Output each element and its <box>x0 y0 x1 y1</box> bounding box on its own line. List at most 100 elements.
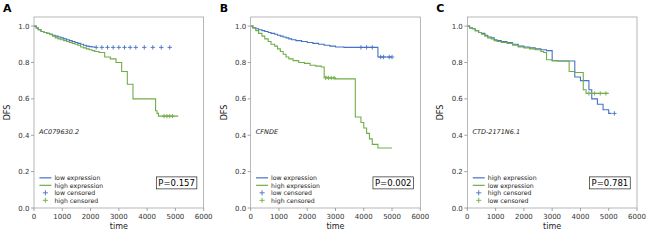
legend-label: low censored <box>271 189 312 196</box>
x-tick-label: 6000 <box>411 213 429 221</box>
y-tick-label: 0.8 <box>452 59 463 67</box>
legend-symbol <box>39 177 51 178</box>
x-tick-label: 4000 <box>572 213 590 221</box>
p-value-frame <box>590 177 631 189</box>
p-value: P=0.781 <box>592 178 629 188</box>
x-tick-label: 1000 <box>53 213 71 221</box>
censor-mark <box>390 55 394 59</box>
censor-mark <box>168 45 172 49</box>
p-value: P=0.157 <box>158 178 195 188</box>
panel-label: A <box>3 2 12 15</box>
censor-mark <box>612 111 616 115</box>
x-tick <box>363 208 364 211</box>
y-tick-label: 0.6 <box>452 95 464 103</box>
censor-mark <box>587 91 591 95</box>
x-tick <box>34 208 35 211</box>
x-tick <box>495 208 496 211</box>
legend-symbol <box>259 190 264 195</box>
censor-mark <box>151 45 155 49</box>
panel: 01000200030004000500060000.00.20.40.60.8… <box>436 2 646 231</box>
censor-mark <box>94 45 98 49</box>
censor-mark <box>381 55 385 59</box>
x-tick-label: 5000 <box>600 213 618 221</box>
x-tick <box>420 208 421 211</box>
y-tick-label: 0.2 <box>452 168 463 176</box>
censor-mark <box>105 45 109 49</box>
legend-symbol <box>473 177 485 178</box>
legend-symbol <box>473 185 485 186</box>
legend-symbol <box>476 190 481 195</box>
censor-mark <box>359 45 363 49</box>
y-tick-label: 0.6 <box>235 95 247 103</box>
plot-area <box>251 17 421 208</box>
legend-symbol <box>256 177 268 178</box>
x-tick <box>278 208 279 211</box>
x-tick-label: 5000 <box>166 213 184 221</box>
x-axis-label: time <box>326 222 344 231</box>
censor-mark <box>128 45 132 49</box>
y-tick-label: 0.4 <box>235 132 247 140</box>
gene-name: AC079630.2 <box>38 128 79 136</box>
y-tick-label: 0.8 <box>18 59 29 67</box>
legend-label: high censored <box>54 197 98 205</box>
x-tick-label: 3000 <box>543 213 561 221</box>
censor-mark <box>142 45 146 49</box>
y-tick-label: 1.0 <box>235 23 246 31</box>
censor-mark <box>592 91 596 95</box>
x-tick-label: 2000 <box>82 213 100 221</box>
panel: 01000200030004000500060000.00.20.40.60.8… <box>3 2 213 231</box>
plot-area <box>467 17 637 208</box>
censor-mark <box>159 45 163 49</box>
x-tick <box>552 208 553 211</box>
x-tick <box>608 208 609 211</box>
censor-mark <box>604 91 608 95</box>
legend-symbol <box>476 198 481 203</box>
p-value-frame <box>373 177 414 189</box>
x-tick <box>467 208 468 211</box>
legend: low expressionhigh expressionlow censore… <box>39 174 103 205</box>
data-layer <box>34 26 178 118</box>
y-tick <box>31 171 34 172</box>
x-tick-label: 6000 <box>628 213 646 221</box>
censor-mark <box>117 45 121 49</box>
x-tick-label: 2000 <box>515 213 533 221</box>
y-tick <box>464 98 467 99</box>
y-tick-label: 0.0 <box>18 205 29 213</box>
survival-curve <box>34 26 178 116</box>
p-value: P=0.002 <box>375 178 412 188</box>
y-tick-label: 1.0 <box>452 23 463 31</box>
legend-symbol <box>259 198 264 203</box>
x-tick <box>62 208 63 211</box>
survival-curve <box>34 26 95 47</box>
data-layer <box>251 26 395 148</box>
x-tick-label: 6000 <box>195 213 213 221</box>
censor-mark <box>134 45 138 49</box>
y-tick <box>464 62 467 63</box>
figure: 01000200030004000500060000.00.20.40.60.8… <box>0 0 650 233</box>
x-tick-label: 5000 <box>383 213 401 221</box>
x-tick-label: 4000 <box>355 213 373 221</box>
p-value-box: P=0.157 <box>156 177 197 189</box>
censor-mark <box>122 45 126 49</box>
y-tick <box>248 135 251 136</box>
y-tick <box>248 26 251 27</box>
x-tick <box>147 208 148 211</box>
legend-symbol <box>39 185 51 186</box>
x-tick <box>307 208 308 211</box>
y-tick-label: 0.6 <box>18 95 30 103</box>
censor-mark <box>332 76 336 80</box>
y-tick-label: 1.0 <box>18 23 29 31</box>
y-axis-label: DFS <box>3 105 12 121</box>
panel-label: B <box>220 2 228 15</box>
y-tick <box>464 208 467 209</box>
p-value-box: P=0.002 <box>373 177 414 189</box>
legend-label: high censored <box>271 197 315 205</box>
plot-frame <box>34 17 204 208</box>
x-tick <box>637 208 638 211</box>
x-tick <box>203 208 204 211</box>
y-tick <box>31 208 34 209</box>
p-value-box: P=0.781 <box>590 177 631 189</box>
x-tick-label: 3000 <box>327 213 345 221</box>
plot-frame <box>251 17 421 208</box>
censor-mark <box>100 45 104 49</box>
